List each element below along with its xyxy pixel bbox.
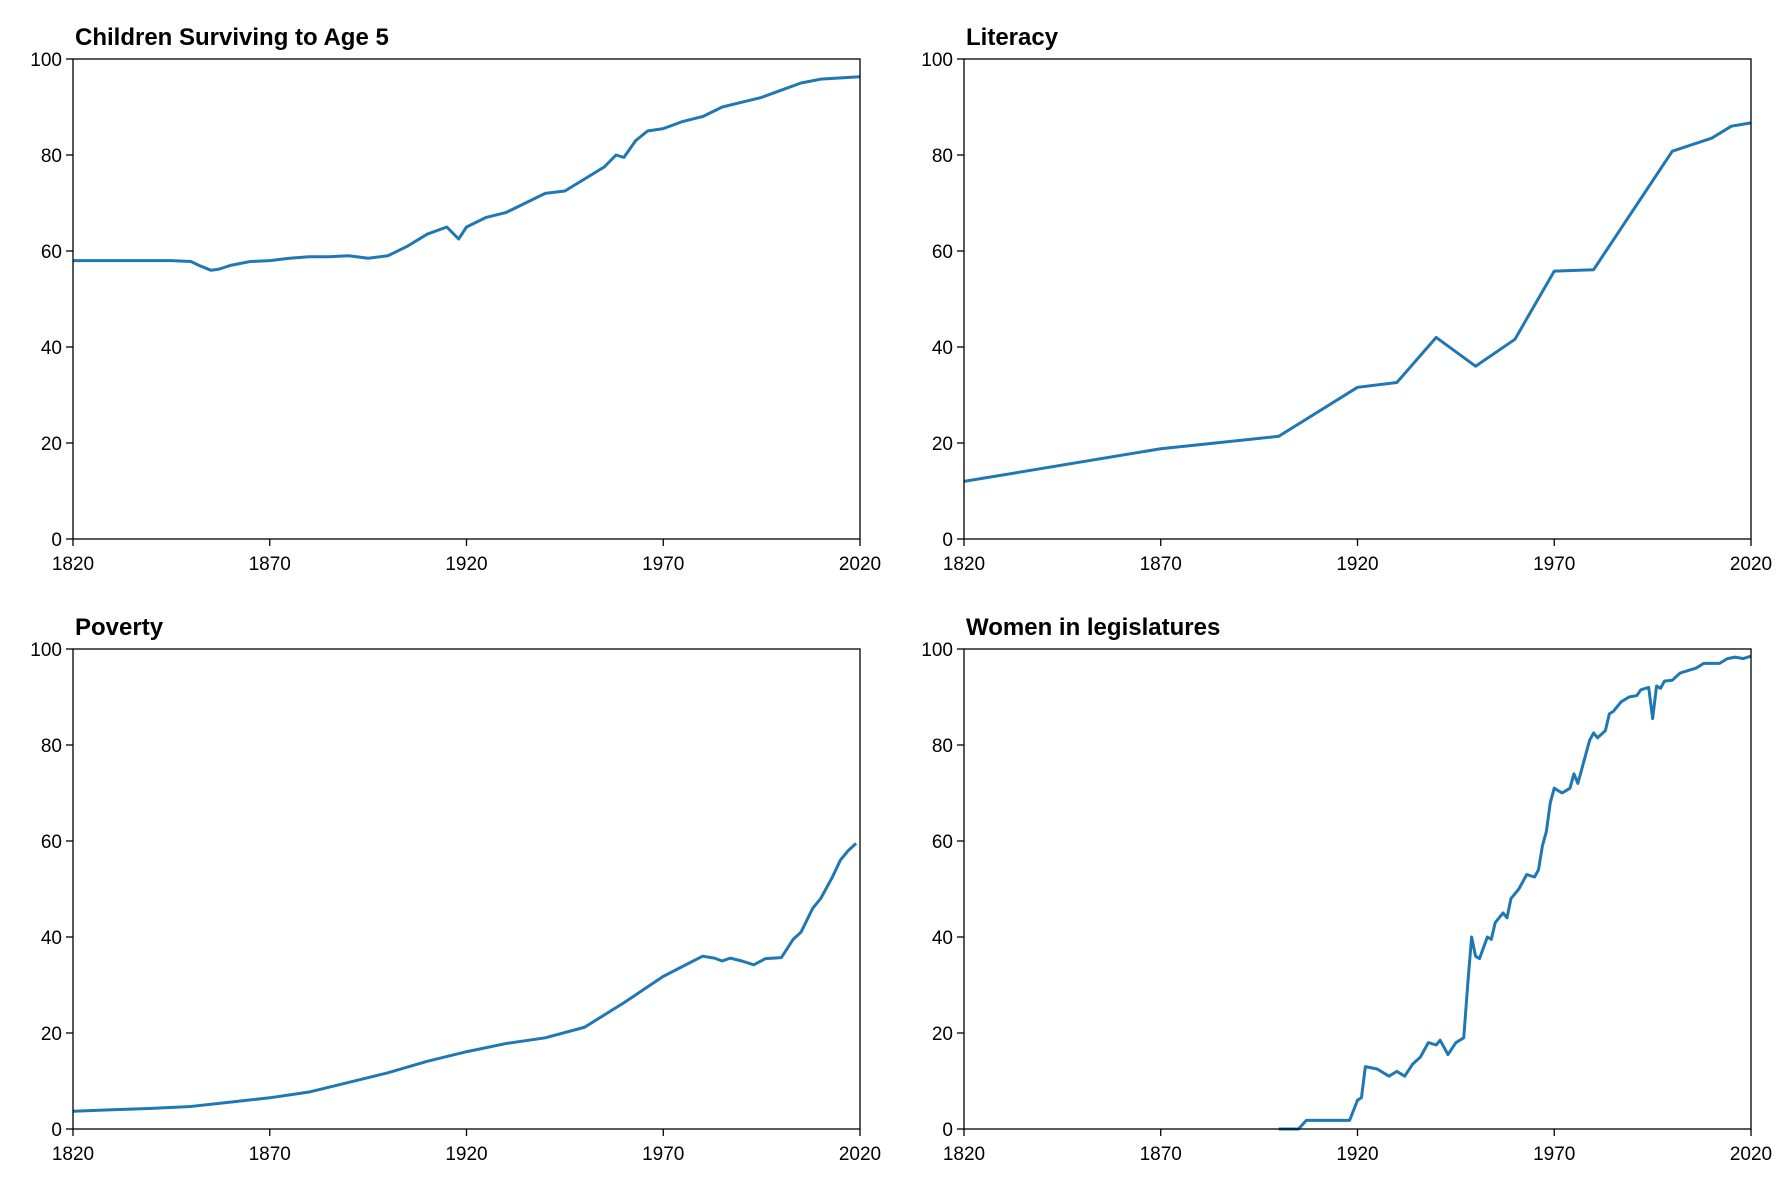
x-tick-label: 1870 [1140, 554, 1182, 575]
y-tick-label: 20 [932, 1024, 953, 1045]
data-line [72, 842, 858, 1113]
x-tick-label: 1820 [52, 1144, 94, 1165]
y-tick-label: 80 [932, 736, 953, 757]
data-line [963, 121, 1752, 483]
y-tick-label: 100 [921, 50, 953, 71]
y-tick-label: 80 [41, 736, 62, 757]
plot-frame [72, 648, 861, 1130]
x-tick-label: 1970 [1533, 554, 1575, 575]
y-tick-label: 40 [932, 338, 953, 359]
x-tick-label: 1820 [52, 554, 94, 575]
y-tick-label: 40 [41, 338, 62, 359]
x-tick-label: 1820 [943, 1144, 985, 1165]
chart-title: Children Surviving to Age 5 [75, 24, 389, 51]
x-tick-label: 1820 [943, 554, 985, 575]
y-tick-label: 40 [932, 928, 953, 949]
plot-frame [963, 648, 1752, 1130]
y-tick-label: 20 [41, 1024, 62, 1045]
x-tick-label: 2020 [1730, 1144, 1772, 1165]
y-tick-label: 60 [41, 242, 62, 263]
y-tick-label: 100 [30, 50, 62, 71]
x-tick-label: 1920 [445, 554, 487, 575]
x-tick-label: 1970 [642, 554, 684, 575]
x-tick-label: 1970 [642, 1144, 684, 1165]
data-line [1278, 654, 1752, 1131]
y-tick-label: 0 [942, 530, 953, 551]
x-tick-label: 1870 [249, 554, 291, 575]
y-tick-label: 60 [932, 832, 953, 853]
y-tick-label: 0 [51, 530, 62, 551]
chart-title: Literacy [966, 24, 1059, 51]
x-tick-label: 1920 [1336, 1144, 1378, 1165]
chart-title: Women in legislatures [966, 614, 1220, 641]
data-line [73, 75, 861, 272]
x-tick-label: 2020 [1730, 554, 1772, 575]
y-tick-label: 20 [932, 434, 953, 455]
y-tick-label: 60 [41, 832, 62, 853]
x-tick-label: 2020 [839, 1144, 881, 1165]
y-tick-label: 80 [932, 146, 953, 167]
y-tick-label: 20 [41, 434, 62, 455]
y-tick-label: 80 [41, 146, 62, 167]
plot-frame [72, 58, 861, 540]
x-tick-label: 1870 [1140, 1144, 1182, 1165]
y-tick-label: 100 [921, 640, 953, 661]
chart-title: Poverty [75, 614, 164, 641]
plot-frame [963, 58, 1752, 540]
y-tick-label: 0 [942, 1120, 953, 1141]
y-tick-label: 60 [932, 242, 953, 263]
x-tick-label: 1970 [1533, 1144, 1575, 1165]
y-tick-label: 100 [30, 640, 62, 661]
x-tick-label: 2020 [839, 554, 881, 575]
y-tick-label: 0 [51, 1120, 62, 1141]
x-tick-label: 1920 [445, 1144, 487, 1165]
y-tick-label: 40 [41, 928, 62, 949]
x-tick-label: 1920 [1336, 554, 1378, 575]
x-tick-label: 1870 [249, 1144, 291, 1165]
